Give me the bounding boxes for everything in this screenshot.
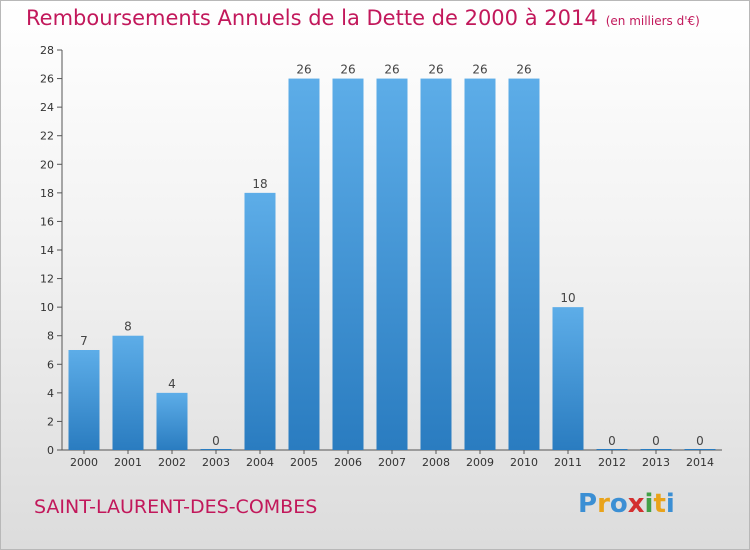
proxiti-logo: Proxiti bbox=[578, 489, 675, 519]
chart-subtitle: (en milliers d'€) bbox=[605, 14, 700, 28]
bar bbox=[596, 449, 628, 450]
x-tick-label: 2006 bbox=[334, 456, 362, 469]
logo-letter: i bbox=[665, 489, 675, 519]
bar-value-label: 0 bbox=[696, 434, 704, 448]
y-tick-label: 24 bbox=[40, 101, 54, 114]
bar bbox=[332, 78, 364, 451]
y-tick-label: 14 bbox=[40, 244, 54, 257]
logo-letter: r bbox=[597, 489, 610, 519]
x-tick-label: 2012 bbox=[598, 456, 626, 469]
bar-value-label: 26 bbox=[384, 63, 399, 77]
y-tick-label: 12 bbox=[40, 273, 54, 286]
commune-name: SAINT-LAURENT-DES-COMBES bbox=[34, 496, 318, 518]
x-tick-label: 2014 bbox=[686, 456, 714, 469]
title-line: Remboursements Annuels de la Dette de 20… bbox=[26, 6, 700, 30]
x-tick-label: 2003 bbox=[202, 456, 230, 469]
y-tick-label: 16 bbox=[40, 215, 54, 228]
y-tick-label: 18 bbox=[40, 187, 54, 200]
y-tick-label: 28 bbox=[40, 44, 54, 57]
y-tick-label: 4 bbox=[47, 387, 54, 400]
x-tick-label: 2004 bbox=[246, 456, 274, 469]
logo-letter: t bbox=[653, 489, 666, 519]
x-tick-label: 2009 bbox=[466, 456, 494, 469]
chart-title: Remboursements Annuels de la Dette de 20… bbox=[26, 6, 598, 30]
x-tick-label: 2008 bbox=[422, 456, 450, 469]
bar-value-label: 26 bbox=[428, 63, 443, 77]
bar bbox=[464, 78, 496, 451]
bar bbox=[684, 449, 716, 450]
bar bbox=[112, 335, 144, 450]
bar-value-label: 7 bbox=[80, 334, 88, 348]
logo-letter: i bbox=[644, 489, 654, 519]
bar-value-label: 26 bbox=[340, 63, 355, 77]
bar bbox=[244, 192, 276, 450]
logo-letter: x bbox=[627, 489, 645, 519]
bar bbox=[508, 78, 540, 451]
bar bbox=[288, 78, 320, 451]
y-tick-label: 6 bbox=[47, 358, 54, 371]
bar-value-label: 18 bbox=[252, 177, 267, 191]
bar bbox=[200, 449, 232, 450]
x-tick-label: 2007 bbox=[378, 456, 406, 469]
x-tick-label: 2011 bbox=[554, 456, 582, 469]
chart-bars: 7 8 4 0 18 26 26 26 26 26 26 10 0 0 0 bbox=[68, 63, 716, 451]
x-tick-label: 2002 bbox=[158, 456, 186, 469]
logo-letter: o bbox=[609, 489, 628, 519]
bar bbox=[552, 307, 584, 450]
y-tick-label: 26 bbox=[40, 73, 54, 86]
bar bbox=[68, 350, 100, 450]
y-tick-label: 0 bbox=[47, 444, 54, 457]
bar-value-label: 8 bbox=[124, 320, 132, 334]
bar-value-label: 26 bbox=[296, 63, 311, 77]
x-tick-label: 2005 bbox=[290, 456, 318, 469]
bar bbox=[420, 78, 452, 451]
bar-value-label: 0 bbox=[212, 434, 220, 448]
bar-value-label: 26 bbox=[472, 63, 487, 77]
y-tick-label: 10 bbox=[40, 301, 54, 314]
x-tick-label: 2001 bbox=[114, 456, 142, 469]
bar bbox=[156, 392, 188, 450]
bar-value-label: 0 bbox=[652, 434, 660, 448]
x-tick-label: 2000 bbox=[70, 456, 98, 469]
y-tick-label: 20 bbox=[40, 158, 54, 171]
y-tick-label: 22 bbox=[40, 130, 54, 143]
bar bbox=[640, 449, 672, 450]
x-tick-label: 2013 bbox=[642, 456, 670, 469]
bar-value-label: 10 bbox=[560, 291, 575, 305]
bar-value-label: 26 bbox=[516, 63, 531, 77]
bar bbox=[376, 78, 408, 451]
x-tick-label: 2010 bbox=[510, 456, 538, 469]
logo-letter: P bbox=[578, 489, 598, 519]
bar-value-label: 0 bbox=[608, 434, 616, 448]
y-tick-label: 8 bbox=[47, 330, 54, 343]
bar-value-label: 4 bbox=[168, 377, 176, 391]
y-tick-label: 2 bbox=[47, 415, 54, 428]
